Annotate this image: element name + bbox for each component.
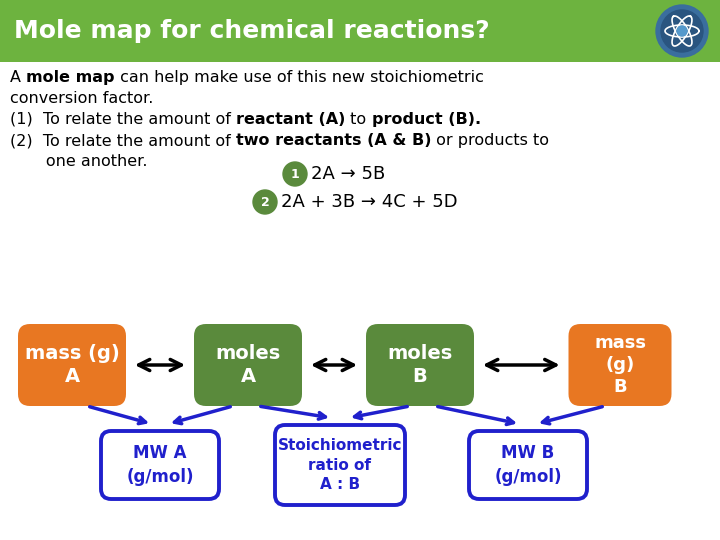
Text: reactant (A): reactant (A)	[236, 112, 346, 127]
Text: product (B).: product (B).	[372, 112, 481, 127]
FancyBboxPatch shape	[366, 324, 474, 406]
Text: 1: 1	[291, 167, 300, 180]
Text: one another.: one another.	[10, 154, 148, 169]
Circle shape	[283, 162, 307, 186]
Text: conversion factor.: conversion factor.	[10, 91, 153, 106]
Text: can help make use of this new stoichiometric: can help make use of this new stoichiome…	[114, 70, 484, 85]
Text: two reactants (A & B): two reactants (A & B)	[236, 133, 431, 148]
Text: (2)  To relate the amount of: (2) To relate the amount of	[10, 133, 236, 148]
Text: mole map: mole map	[26, 70, 114, 85]
FancyBboxPatch shape	[469, 431, 587, 499]
FancyBboxPatch shape	[569, 324, 672, 406]
Text: moles
A: moles A	[215, 344, 281, 386]
Circle shape	[677, 26, 687, 36]
FancyBboxPatch shape	[194, 324, 302, 406]
Text: or products to: or products to	[431, 133, 549, 148]
Text: Stoichiometric
ratio of
A : B: Stoichiometric ratio of A : B	[278, 438, 402, 492]
Text: A: A	[10, 70, 26, 85]
Text: MW A
(g/mol): MW A (g/mol)	[126, 444, 194, 486]
Text: to: to	[346, 112, 372, 127]
FancyBboxPatch shape	[18, 324, 126, 406]
FancyBboxPatch shape	[275, 425, 405, 505]
FancyBboxPatch shape	[101, 431, 219, 499]
Text: 2A → 5B: 2A → 5B	[311, 165, 385, 183]
Text: 2: 2	[261, 195, 269, 208]
Text: 2A + 3B → 4C + 5D: 2A + 3B → 4C + 5D	[281, 193, 458, 211]
Circle shape	[661, 10, 703, 52]
FancyBboxPatch shape	[0, 0, 720, 62]
Circle shape	[253, 190, 277, 214]
Text: (1)  To relate the amount of: (1) To relate the amount of	[10, 112, 236, 127]
Text: mass
(g)
B: mass (g) B	[594, 334, 646, 396]
Text: mass (g)
A: mass (g) A	[24, 344, 120, 386]
Text: Mole map for chemical reactions?: Mole map for chemical reactions?	[14, 19, 490, 43]
Text: MW B
(g/mol): MW B (g/mol)	[494, 444, 562, 486]
Circle shape	[656, 5, 708, 57]
Text: moles
B: moles B	[387, 344, 453, 386]
